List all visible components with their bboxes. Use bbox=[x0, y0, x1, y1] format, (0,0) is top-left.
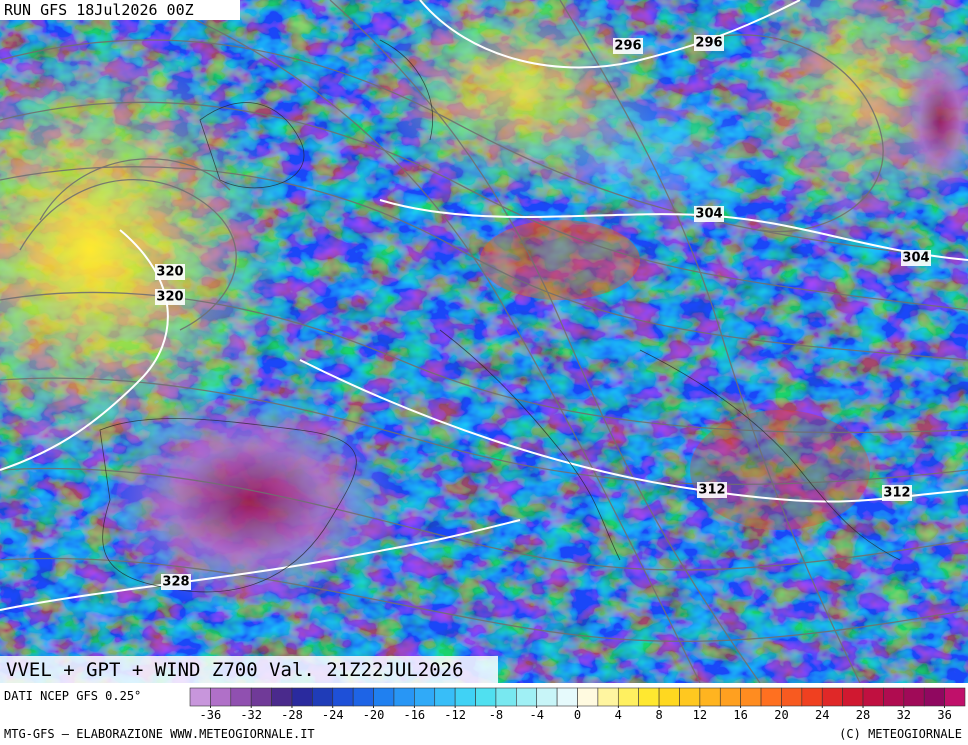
colorbar-swatch bbox=[250, 687, 272, 707]
contour-label: 320 bbox=[156, 265, 183, 280]
colorbar-swatch bbox=[189, 687, 211, 707]
colorbar-swatch bbox=[291, 687, 313, 707]
colorbar-tick-label: 8 bbox=[655, 708, 662, 722]
contour-label-box bbox=[694, 206, 724, 222]
colorbar-tick-label: -12 bbox=[444, 708, 466, 722]
contour-label: 296 bbox=[695, 36, 722, 51]
title-box bbox=[0, 656, 498, 683]
contour-label-box bbox=[697, 482, 727, 498]
colorbar-swatch bbox=[516, 687, 538, 707]
colorbar-swatch bbox=[760, 687, 782, 707]
colorbar-swatch bbox=[658, 687, 680, 707]
contour-labels: 296 296 304 304 320 320 312 312 328 bbox=[155, 35, 931, 590]
colorbar-swatch bbox=[495, 687, 517, 707]
contour-label: 312 bbox=[698, 483, 725, 498]
geopotential-contours bbox=[0, 0, 968, 611]
colorbar-tick-label: -4 bbox=[529, 708, 543, 722]
colorbar-swatch bbox=[556, 687, 578, 707]
colorbar-tick-label: -32 bbox=[240, 708, 262, 722]
field-area bbox=[0, 30, 290, 470]
field-area bbox=[100, 390, 400, 610]
colorbar-swatch bbox=[393, 687, 415, 707]
colorbar-swatch bbox=[312, 687, 334, 707]
colorbar-tick-label: 0 bbox=[574, 708, 581, 722]
colorbar-swatch bbox=[414, 687, 436, 707]
colorbar-swatch bbox=[781, 687, 803, 707]
colorbar-swatch bbox=[801, 687, 823, 707]
colorbar-tick-label: 36 bbox=[937, 708, 951, 722]
copyright-label: (C) METEOGIORNALE bbox=[839, 727, 962, 741]
colorbar-swatch bbox=[638, 687, 660, 707]
colorbar-tick-label: 20 bbox=[774, 708, 788, 722]
colorbar-swatch bbox=[577, 687, 599, 707]
colorbar-tick-label: -36 bbox=[200, 708, 222, 722]
contour-label: 312 bbox=[883, 486, 910, 501]
colorbar-swatch bbox=[434, 687, 456, 707]
colorbar-swatch bbox=[944, 687, 966, 707]
colorbar-swatch bbox=[617, 687, 639, 707]
credit-label: MTG-GFS – ELABORAZIONE WWW.METEOGIORNALE… bbox=[4, 727, 315, 741]
colorbar-swatch bbox=[230, 687, 252, 707]
colorbar-swatch bbox=[719, 687, 741, 707]
colorbar-swatch bbox=[332, 687, 354, 707]
source-label: DATI NCEP GFS 0.25° bbox=[4, 689, 141, 703]
colorbar-tick-label: 28 bbox=[856, 708, 870, 722]
contour-label-box bbox=[882, 485, 912, 501]
contour-label: 304 bbox=[902, 251, 929, 266]
map-title: VVEL + GPT + WIND Z700 Val. 21Z22JUL2026 bbox=[6, 659, 464, 681]
colorbar-swatch bbox=[883, 687, 905, 707]
colorbar-tick-label: -28 bbox=[281, 708, 303, 722]
colorbar-swatch bbox=[210, 687, 232, 707]
colorbar-tick-label: -16 bbox=[403, 708, 425, 722]
contour-label-box bbox=[613, 38, 643, 54]
map: RUN GFS 18Jul2026 00Z VVEL + GPT + WIND … bbox=[0, 0, 968, 683]
run-label: RUN GFS 18Jul2026 00Z bbox=[4, 1, 194, 19]
colorbar-swatch bbox=[352, 687, 374, 707]
colorbar-tick-label: 12 bbox=[693, 708, 707, 722]
colorbar-tick-label: 4 bbox=[615, 708, 622, 722]
colorbar-swatch bbox=[536, 687, 558, 707]
colorbar: -36 -32 -28 -24 -20 -16 -12 -8 -4 0 4 8 12 16 20 24 28 32… bbox=[189, 687, 966, 722]
colorbar-swatch bbox=[923, 687, 945, 707]
colorbar-tick-label: -8 bbox=[489, 708, 503, 722]
colorbar-swatch bbox=[842, 687, 864, 707]
colorbar-swatch bbox=[862, 687, 884, 707]
colorbar-swatch bbox=[699, 687, 721, 707]
colorbar-swatch bbox=[740, 687, 762, 707]
colorbar-swatch bbox=[454, 687, 476, 707]
contour-label-box bbox=[901, 250, 931, 266]
colorbar-tick-label: 32 bbox=[897, 708, 911, 722]
wind-streamlines bbox=[0, 0, 968, 683]
colorbar-swatch bbox=[271, 687, 293, 707]
colorbar-swatch bbox=[903, 687, 925, 707]
coastlines bbox=[99, 39, 901, 593]
contour-label-box bbox=[155, 289, 185, 305]
contour-label: 320 bbox=[156, 290, 183, 305]
contour-label-box bbox=[155, 264, 185, 280]
colorbar-swatch bbox=[597, 687, 619, 707]
contour-label-box bbox=[161, 574, 191, 590]
colorbar-swatch bbox=[679, 687, 701, 707]
header-box bbox=[0, 0, 240, 20]
contour-label: 296 bbox=[614, 39, 641, 54]
contour-label: 304 bbox=[695, 207, 722, 222]
colorbar-swatch bbox=[821, 687, 843, 707]
colorbar-tick-label: 24 bbox=[815, 708, 829, 722]
field-area bbox=[900, 40, 968, 200]
colorbar-tick-label: -24 bbox=[322, 708, 344, 722]
contour-label: 328 bbox=[162, 575, 189, 590]
colorbar-swatch bbox=[373, 687, 395, 707]
contour-label-box bbox=[694, 35, 724, 51]
colorbar-swatch bbox=[475, 687, 497, 707]
colorbar-tick-label: -20 bbox=[363, 708, 385, 722]
colorbar-tick-label: 16 bbox=[733, 708, 747, 722]
